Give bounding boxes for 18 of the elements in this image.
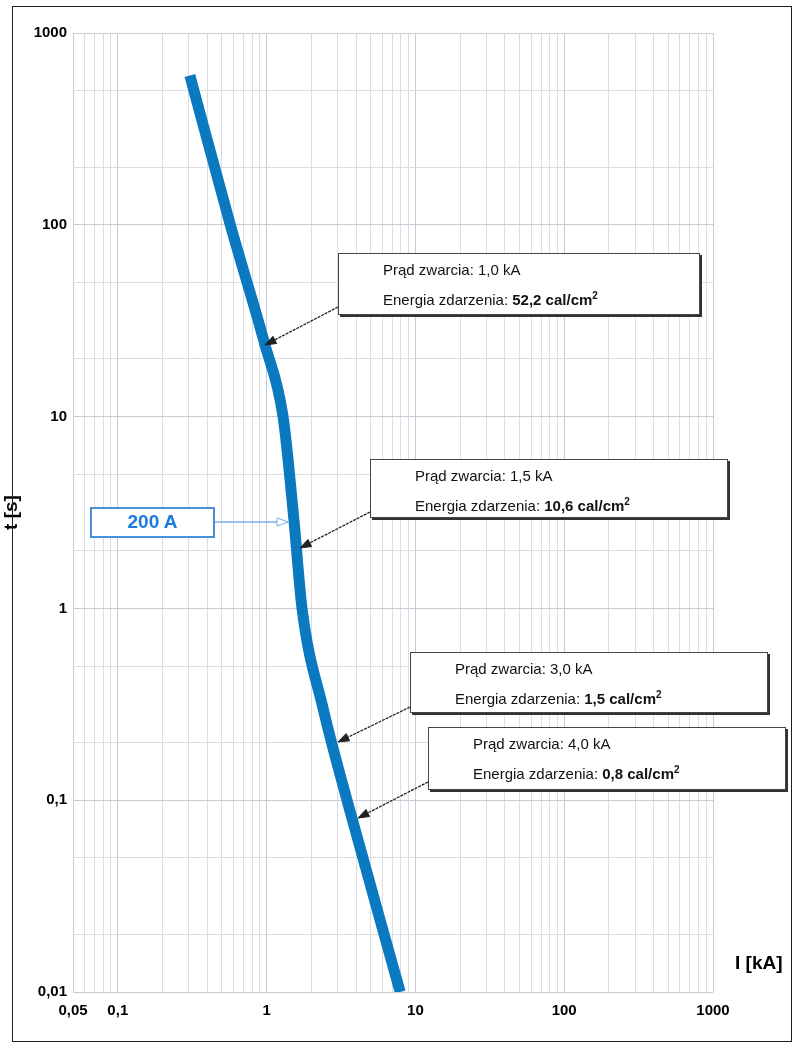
callout-box: Prąd zwarcia: 1,0 kA Energia zdarzenia: 52,2 cal/cm$^{2}$ [338, 253, 700, 315]
y-tick-label: 100 [41, 214, 67, 232]
y-tick-label: 1000 [33, 23, 67, 41]
x-tick-label: 1 [262, 1001, 271, 1019]
callout-box: Prąd zwarcia: 1,5 kA Energia zdarzenia: 10,6 cal/cm$^{2}$ [370, 459, 728, 518]
x-tick-label: 100 [551, 1001, 577, 1019]
x-tick-label: 0,1 [107, 1001, 129, 1019]
x-tick-label: 10 [407, 1001, 424, 1019]
y-tick-label: 0,1 [46, 790, 67, 808]
callout-box: Prąd zwarcia: 3,0 kA Energia zdarzenia: 1,5 cal/cm$^{2}$ [410, 652, 768, 713]
x-axis-title: I [kA] [735, 952, 783, 974]
callout-box: 200 A [90, 507, 215, 538]
callout-box: Prąd zwarcia: 4,0 kA Energia zdarzenia: 0,8 cal/cm$^{2}$ [428, 727, 786, 790]
x-tick-label: 1000 [696, 1001, 730, 1019]
y-tick-label: 0,01 [37, 982, 67, 1000]
y-tick-label: 10 [50, 406, 67, 424]
x-tick-label: 0,05 [58, 1001, 88, 1019]
y-tick-label: 1 [58, 598, 67, 616]
